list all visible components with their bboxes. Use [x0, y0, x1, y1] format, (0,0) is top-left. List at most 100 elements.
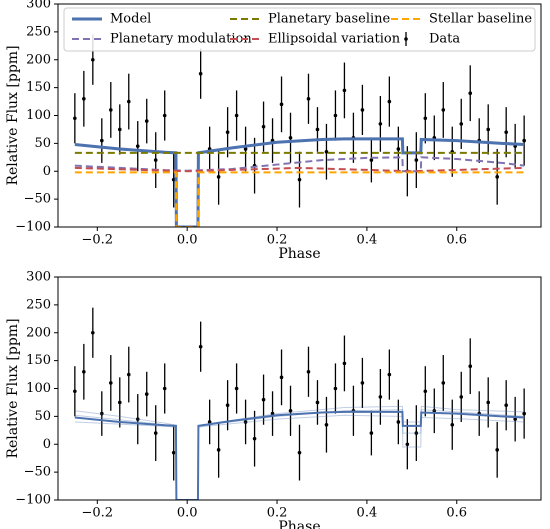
data-point	[91, 57, 95, 62]
data-point	[288, 409, 293, 413]
y-tick-label: 0	[43, 164, 51, 179]
y-tick-label: 0	[43, 437, 51, 452]
axes-frame	[57, 276, 542, 501]
legend-label: Data	[429, 32, 460, 47]
x-tick-label: 0.6	[446, 233, 467, 248]
y-axis-label: Relative Flux [ppm]	[5, 318, 21, 458]
data-point	[360, 108, 365, 112]
plot-area	[73, 34, 526, 227]
x-tick-label: 0.0	[177, 506, 198, 521]
plot-area	[73, 307, 526, 500]
data-point	[108, 108, 113, 112]
data-point	[144, 392, 149, 396]
data-point	[225, 130, 230, 135]
data-point	[405, 442, 410, 447]
data-point	[198, 71, 203, 76]
data-point	[270, 411, 275, 416]
data-point	[369, 158, 374, 162]
data-point	[396, 147, 401, 151]
data-point	[504, 403, 508, 408]
data-point	[73, 389, 77, 394]
legend-label: Model	[110, 12, 151, 27]
data-point	[414, 431, 419, 435]
data-point	[144, 119, 149, 123]
y-tick-label: 100	[26, 108, 51, 123]
data-point	[441, 108, 446, 112]
data-point	[234, 113, 239, 118]
x-tick-label: 0.4	[357, 233, 378, 248]
y-tick-label: −100	[15, 220, 51, 235]
model-line	[74, 156, 525, 173]
y-tick-label: 50	[34, 409, 51, 424]
data-point	[324, 149, 329, 154]
data-point	[91, 330, 95, 335]
data-point	[171, 177, 176, 182]
y-tick-label: 300	[26, 270, 51, 285]
data-point	[108, 381, 113, 385]
legend-label: Ellipsoidal variation	[268, 32, 401, 47]
legend-label: Stellar baseline	[429, 12, 532, 27]
data-point	[486, 127, 491, 132]
data-point	[369, 431, 374, 435]
data-point	[261, 124, 266, 129]
data-point	[100, 138, 104, 143]
data-point	[513, 417, 517, 421]
panel: −100 −50 0 50 100 150 200 250 300 −0.2 0.0 0.2 0.4 0.…	[5, 0, 542, 262]
legend-label: Planetary modulation	[110, 32, 252, 47]
data-point	[252, 436, 257, 441]
axes-frame	[57, 3, 542, 228]
y-tick-label: 250	[26, 24, 51, 39]
x-tick-label: 0.2	[267, 506, 288, 521]
x-tick-label: 0.6	[446, 506, 467, 521]
x-tick-label: 0.4	[357, 506, 378, 521]
model-line	[74, 166, 525, 173]
data-point	[432, 409, 437, 413]
y-tick-label: 150	[26, 80, 51, 95]
data-point	[522, 138, 526, 143]
y-tick-label: 150	[26, 353, 51, 368]
data-point	[360, 381, 365, 385]
data-point	[423, 389, 428, 394]
data-point	[342, 88, 347, 93]
x-tick-label: 0.0	[177, 233, 198, 248]
data-point	[378, 395, 383, 399]
data-point	[279, 375, 284, 380]
data-point	[495, 448, 499, 452]
data-point	[522, 411, 526, 416]
data-point	[297, 450, 302, 455]
data-point	[468, 91, 473, 95]
data-point	[171, 450, 176, 455]
data-point	[333, 113, 338, 118]
data-point	[243, 147, 248, 151]
data-point	[495, 175, 499, 179]
data-point	[423, 116, 428, 121]
y-tick-label: 200	[26, 52, 51, 67]
y-tick-label: 250	[26, 297, 51, 312]
x-tick-label: −0.2	[82, 506, 114, 521]
data-point	[279, 102, 284, 107]
x-tick-label: −0.2	[82, 233, 114, 248]
data-point	[450, 422, 455, 427]
data-point	[162, 113, 167, 118]
data-point	[315, 127, 320, 132]
data-point	[297, 177, 302, 182]
legend-swatch	[404, 37, 408, 41]
data-point	[117, 400, 122, 405]
y-tick-label: 200	[26, 325, 51, 340]
data-point	[396, 420, 401, 424]
data-point	[486, 400, 491, 405]
data-point	[378, 122, 383, 126]
x-axis-label: Phase	[278, 519, 320, 529]
legend-label: Planetary baseline	[268, 12, 391, 27]
data-point	[234, 386, 239, 391]
data-point	[387, 99, 392, 104]
data-point	[135, 417, 140, 421]
data-point	[198, 344, 203, 349]
data-point	[135, 144, 140, 148]
data-point	[387, 372, 392, 377]
data-point	[216, 448, 221, 452]
panel: −100 −50 0 50 100 150 200 250 300 −0.2 0.0 0.2 0.4 0.…	[5, 270, 542, 529]
data-point	[324, 422, 329, 427]
data-point	[459, 122, 464, 126]
model-line	[74, 410, 525, 500]
